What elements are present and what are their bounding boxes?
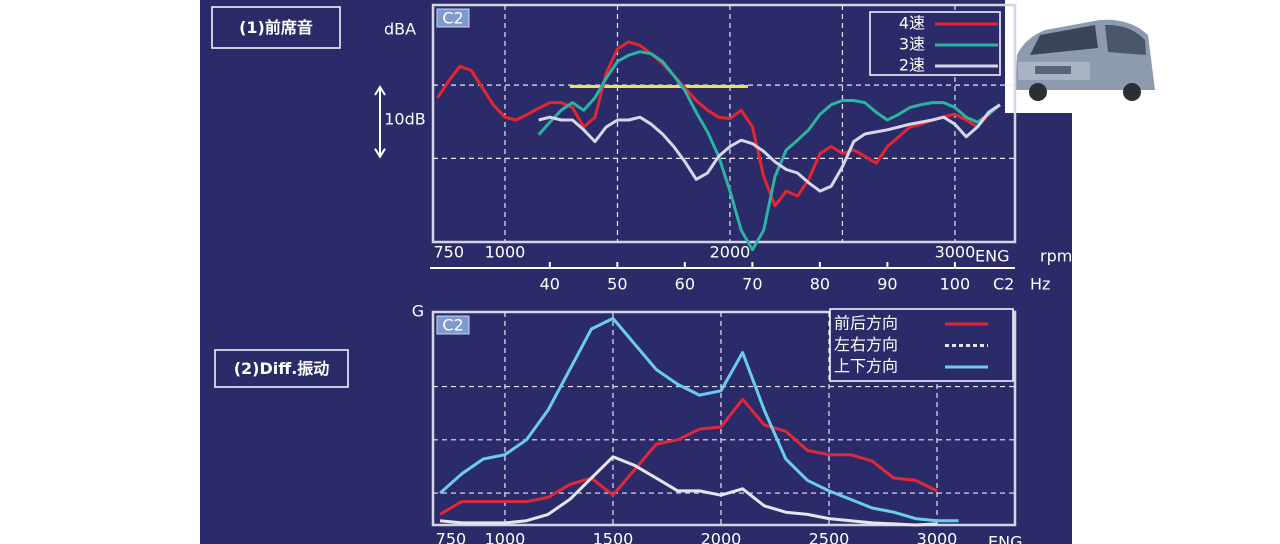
x-tick-label: 3000	[917, 530, 958, 544]
secondary-tick-label: 60	[675, 275, 695, 294]
secondary-axis-label: C2	[993, 275, 1014, 294]
plot-label: C2	[442, 316, 463, 335]
car-photo	[1005, 0, 1160, 113]
legend-label: 3速	[899, 35, 925, 54]
legend-label: 2速	[899, 56, 925, 75]
chart-title: (2)Diff.振动	[234, 359, 330, 378]
plot-label-box	[436, 315, 470, 335]
secondary-tick-label: 40	[540, 275, 560, 294]
data-line	[538, 103, 1001, 193]
scale-bar-label: 10dB	[384, 110, 426, 129]
plot-label-box	[436, 8, 470, 28]
x-tick-label: 750	[433, 243, 464, 262]
legend-label: 前后方向	[834, 314, 898, 333]
data-line	[439, 316, 959, 523]
legend-label: 左右方向	[834, 335, 898, 354]
x-tick-label: 2500	[809, 530, 850, 544]
title-box	[211, 6, 341, 49]
x-tick-label: 2000	[710, 243, 751, 262]
y-axis-label: G	[412, 302, 424, 321]
x-tick-label: 2000	[701, 530, 742, 544]
plot-label: C2	[442, 9, 463, 28]
x-axis-label: ENG	[988, 533, 1022, 544]
secondary-tick-label: 90	[877, 275, 897, 294]
data-line	[439, 455, 938, 527]
x-tick-label: 3000	[935, 243, 976, 262]
panel-background	[200, 0, 1072, 544]
data-line	[537, 50, 1001, 252]
y-axis-label: dBA	[384, 20, 416, 39]
plot-frame	[431, 310, 1017, 527]
secondary-axis-unit: Hz	[1030, 275, 1050, 294]
x-tick-label: 1000	[485, 530, 526, 544]
x-axis-label: ENG	[975, 247, 1009, 266]
data-line	[439, 397, 938, 516]
title-box	[214, 349, 349, 388]
x-tick-label: 1000	[485, 243, 526, 262]
secondary-tick-label: 50	[607, 275, 627, 294]
x-axis-unit: rpm	[1040, 247, 1072, 266]
x-tick-label: 1500	[593, 530, 634, 544]
x-tick-label: 750	[436, 530, 467, 544]
scale-bar	[374, 85, 386, 159]
secondary-tick-label: 70	[742, 275, 762, 294]
plot-frame	[431, 3, 1017, 244]
chart-title: (1)前席音	[239, 18, 313, 37]
legend-label: 上下方向	[834, 357, 898, 376]
legend-box	[829, 308, 1014, 382]
secondary-tick-label: 80	[810, 275, 830, 294]
legend-label: 4速	[899, 14, 925, 33]
secondary-tick-label: 100	[940, 275, 971, 294]
data-line	[436, 40, 1001, 208]
